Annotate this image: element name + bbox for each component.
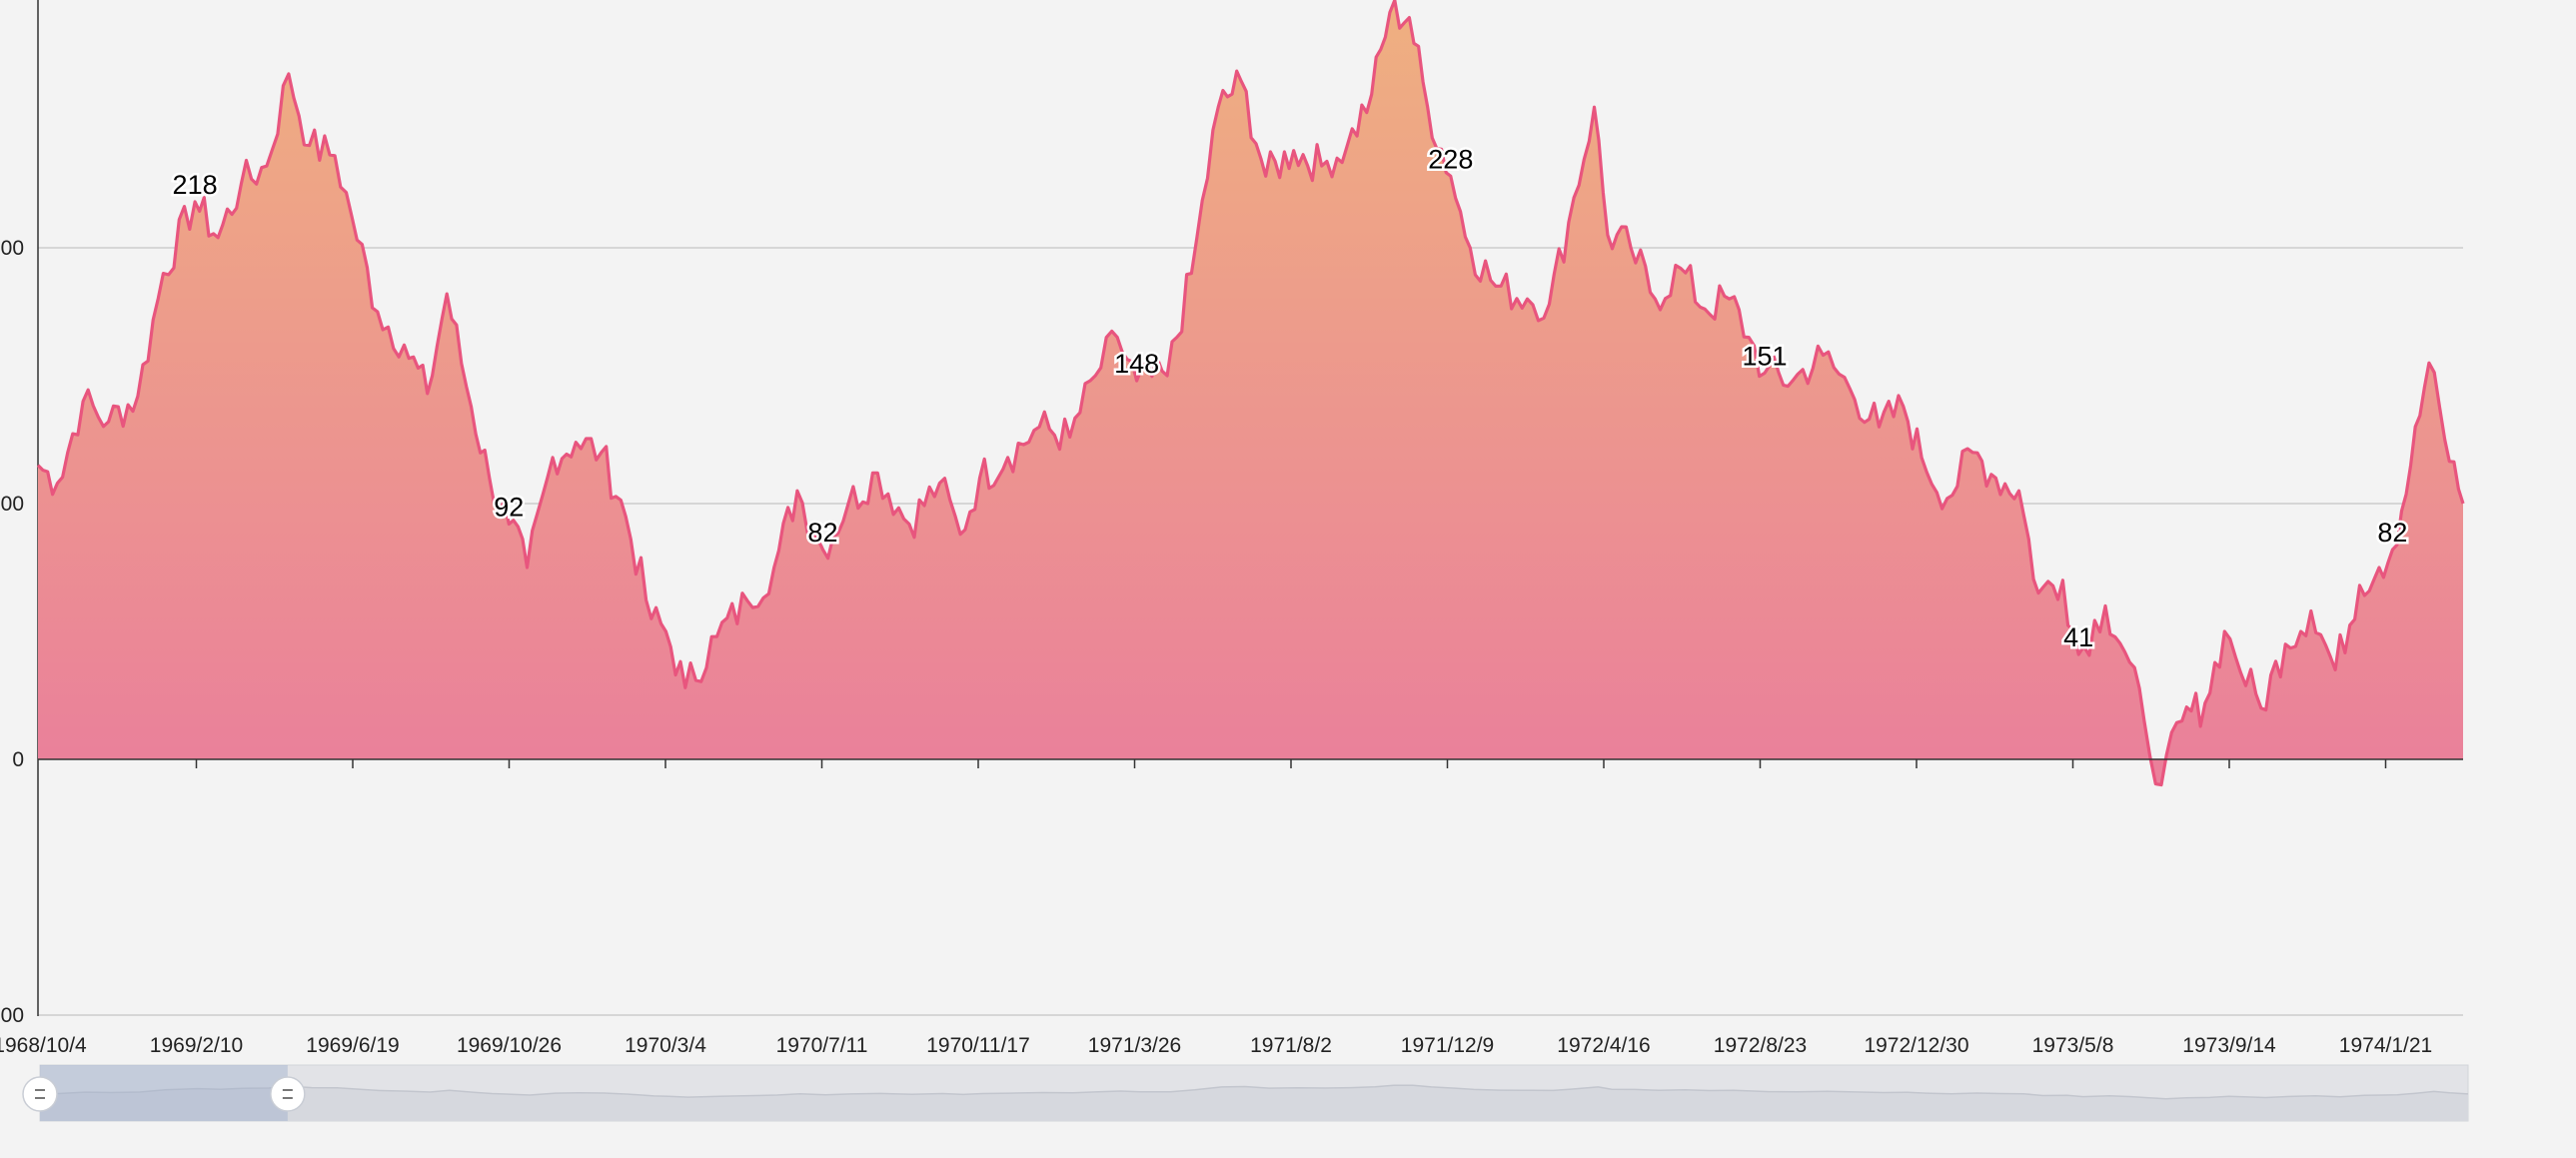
zoom-handle-knob[interactable] [270, 1076, 306, 1112]
x-tick-label: 1969/2/10 [150, 1034, 243, 1057]
zoom-preview-line [39, 1084, 2469, 1100]
data-label: 148 [1114, 349, 1159, 379]
x-axis: 1968/10/4 1969/2/10 1969/6/19 1969/10/26 197… [0, 758, 2463, 1057]
zoom-handle-start[interactable] [22, 1076, 58, 1112]
x-tick-label: 1972/4/16 [1557, 1034, 1650, 1057]
y-tick-label: 00 [1, 1004, 24, 1027]
data-label: 92 [494, 492, 524, 522]
data-label: 228 [1428, 144, 1473, 174]
x-tick-label: 1968/10/4 [0, 1034, 87, 1057]
series-line [36, 0, 2465, 787]
x-tick-label: 1970/3/4 [625, 1034, 706, 1057]
x-tick-label: 1971/12/9 [1401, 1034, 1494, 1057]
area-series [36, 0, 2465, 787]
x-tick-label: 1972/12/30 [1864, 1034, 1968, 1057]
zoom-preview-area [40, 1085, 2468, 1121]
y-tick-label: 00 [1, 493, 24, 516]
x-tick-label: 1973/9/14 [2182, 1034, 2276, 1057]
x-tick-label: 1969/6/19 [306, 1034, 399, 1057]
data-zoom-slider[interactable] [22, 1064, 2469, 1122]
data-label: 82 [807, 518, 837, 548]
x-tick-label: 1973/5/8 [2032, 1034, 2114, 1057]
x-tick-label: 1972/8/23 [1714, 1034, 1807, 1057]
zoom-window[interactable] [40, 1065, 288, 1121]
y-tick-label: 00 [1, 237, 24, 260]
data-label: 82 [2377, 518, 2407, 548]
x-tick-label: 1970/7/11 [776, 1034, 868, 1057]
x-tick-label: 1971/8/2 [1250, 1034, 1332, 1057]
data-label: 41 [2063, 622, 2093, 652]
x-tick-label: 1970/11/17 [926, 1034, 1030, 1057]
y-tick-label: 0 [12, 748, 24, 771]
data-labels: 218 92 82 148 228 151 41 82 [170, 142, 2410, 655]
zoom-handle-knob[interactable] [22, 1076, 58, 1112]
zoom-handle-end[interactable] [270, 1076, 306, 1112]
x-tick-label: 1969/10/26 [457, 1034, 562, 1057]
data-label: 151 [1742, 341, 1787, 371]
x-tick-label: 1971/3/26 [1088, 1034, 1181, 1057]
data-label: 218 [173, 170, 218, 200]
x-tick-label: 1974/1/21 [2339, 1034, 2432, 1057]
